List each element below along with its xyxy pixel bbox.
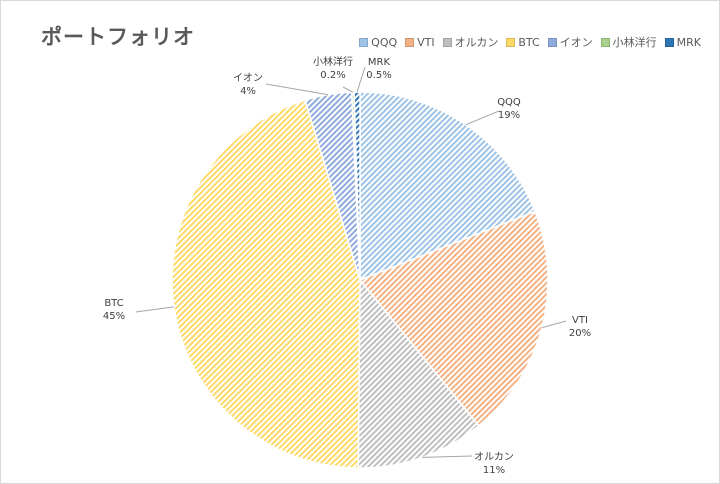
legend-swatch <box>664 37 674 47</box>
legend-item-aeon: イオン <box>547 34 593 50</box>
legend: QQQ VTI オルカン BTC イオン 小林洋行 MRK <box>359 34 701 50</box>
legend-label: BTC <box>518 35 540 49</box>
data-label-value-qqq: 19% <box>498 110 520 121</box>
leader-line-aeon <box>265 83 329 96</box>
leader-line-qqq <box>465 110 500 126</box>
legend-swatch <box>600 37 610 47</box>
legend-label: QQQ <box>371 35 398 49</box>
pie-slice-btc <box>171 99 361 469</box>
legend-item-orkan: オルカン <box>442 34 499 50</box>
legend-item-qqq: QQQ <box>359 34 397 50</box>
leader-line-orkan <box>422 455 473 458</box>
chart-title: ポートフォリオ <box>41 25 195 49</box>
data-label-value-aeon: 4% <box>240 86 256 97</box>
legend-swatch <box>359 37 369 47</box>
pie-slice-qqq <box>359 91 537 282</box>
legend-item-mrk: MRK <box>664 34 701 50</box>
data-label-category-mrk: MRK <box>368 57 391 68</box>
data-label-value-vti: 20% <box>569 328 591 339</box>
data-label-value-orkan: 11% <box>483 465 505 476</box>
pie-slice-vti <box>358 210 549 427</box>
leader-line-btc <box>135 306 174 313</box>
legend-swatch <box>547 37 557 47</box>
legend-swatch <box>442 37 452 47</box>
legend-label: MRK <box>676 35 701 49</box>
leader-line-vti <box>541 320 567 329</box>
pie-slice-orkan <box>357 277 480 469</box>
data-label-category-vti: VTI <box>572 315 588 326</box>
data-label-value-btc: 45% <box>103 311 125 322</box>
data-label-value-kobayashi: 0.2% <box>320 70 345 81</box>
data-label-category-kobayashi: 小林洋行 <box>313 55 353 68</box>
legend-swatch <box>405 37 415 47</box>
leader-line-mrk <box>356 66 366 93</box>
data-label-category-qqq: QQQ <box>497 97 521 108</box>
data-label-category-orkan: オルカン <box>474 451 514 463</box>
legend-label: イオン <box>559 36 593 49</box>
data-label-category-aeon: イオン <box>233 72 263 84</box>
legend-label: オルカン <box>454 36 499 49</box>
legend-item-btc: BTC <box>506 34 540 50</box>
leader-line-kobayashi <box>342 86 354 93</box>
legend-item-kobayashi: 小林洋行 <box>600 34 657 50</box>
legend-swatch <box>506 37 516 47</box>
data-label-category-btc: BTC <box>104 298 123 309</box>
legend-item-vti: VTI <box>405 34 435 50</box>
legend-label: VTI <box>417 35 435 49</box>
data-label-value-mrk: 0.5% <box>366 70 391 81</box>
legend-label: 小林洋行 <box>612 36 657 49</box>
